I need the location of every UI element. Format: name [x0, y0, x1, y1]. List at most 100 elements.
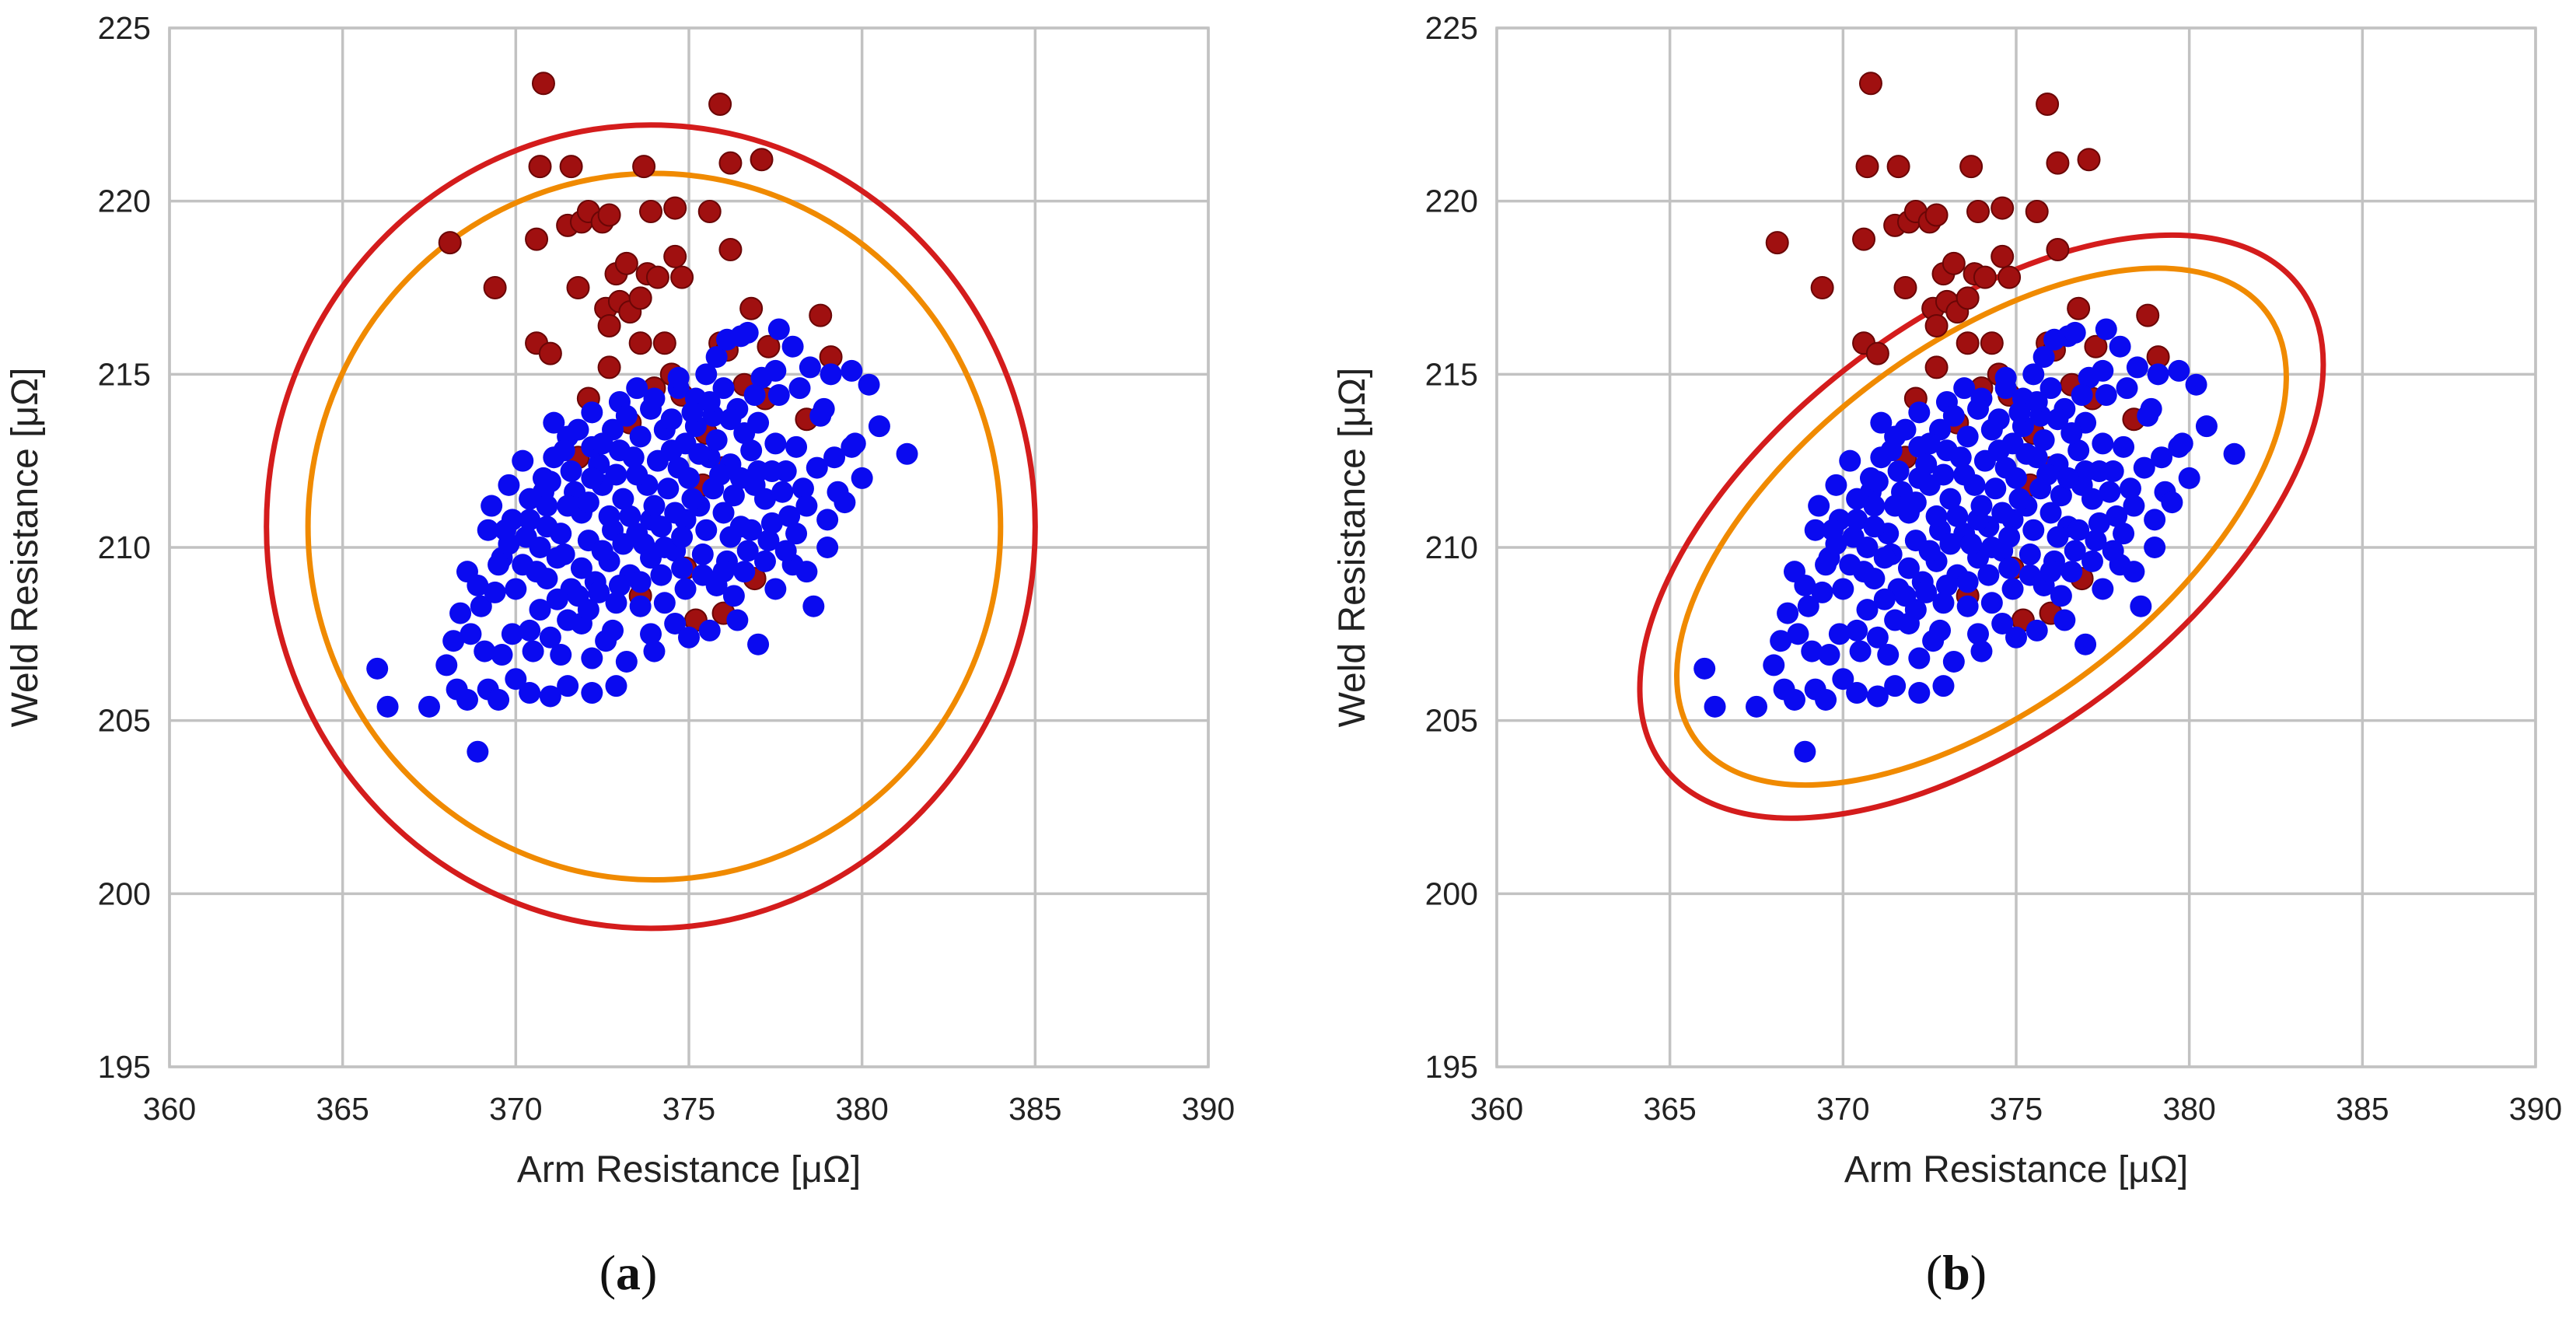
inlier-point: [2140, 397, 2162, 420]
y-tick-label: 205: [1425, 703, 1478, 739]
outlier-point: [2036, 92, 2060, 116]
outlier-point: [1942, 251, 1966, 275]
inlier-point: [1873, 547, 1896, 569]
inlier-point: [1998, 557, 2021, 579]
inlier-point: [688, 442, 711, 465]
inlier-point: [460, 623, 482, 645]
outlier-point: [1765, 231, 1789, 255]
x-tick-label: 360: [1470, 1091, 1523, 1127]
y-tick-label: 210: [1425, 530, 1478, 565]
inlier-point: [442, 630, 465, 652]
y-tick-label: 195: [98, 1049, 151, 1085]
outlier-point: [1980, 331, 2004, 355]
inlier-point: [581, 647, 603, 669]
inlier-point: [1994, 366, 2017, 389]
inlier-point: [1967, 623, 1990, 645]
inlier-point: [2113, 523, 2135, 545]
inlier-point: [653, 592, 676, 614]
x-tick-label: 385: [1008, 1091, 1061, 1127]
inlier-point: [1918, 540, 1941, 562]
inlier-point: [695, 519, 718, 541]
inlier-point: [2064, 540, 2086, 562]
inlier-point: [2060, 422, 2083, 445]
outlier-point: [639, 200, 663, 224]
x-tick-labels: 360 365 370 375 380 385 390: [1470, 1091, 2562, 1127]
inlier-point: [557, 609, 579, 631]
inlier-point: [470, 595, 492, 617]
inlier-point: [418, 695, 440, 718]
outlier-point: [708, 92, 732, 116]
inlier-point: [1932, 675, 1955, 697]
y-tick-label: 215: [98, 356, 151, 392]
inlier-point: [643, 495, 666, 517]
inlier-point: [691, 564, 714, 586]
outlier-point: [483, 276, 507, 299]
inlier-point: [2039, 561, 2062, 583]
inlier-point: [498, 474, 520, 496]
inlier-point: [767, 318, 790, 341]
inlier-point: [712, 561, 735, 583]
inlier-point: [488, 688, 510, 711]
outlier-point: [1852, 227, 1876, 251]
inlier-point: [1815, 688, 1837, 711]
inlier-point: [456, 688, 478, 711]
inlier-point: [774, 540, 797, 562]
inlier-point: [477, 519, 499, 541]
inlier-point: [795, 561, 818, 583]
inlier-point: [785, 435, 808, 458]
inlier-point: [598, 505, 620, 527]
inlier-point: [591, 432, 613, 455]
inlier-point: [1828, 623, 1851, 645]
inlier-point: [536, 495, 558, 517]
inlier-point: [719, 526, 742, 548]
outlier-point: [531, 72, 555, 96]
inlier-point: [605, 592, 627, 614]
outlier-point: [1991, 244, 2015, 268]
inlier-point: [2185, 373, 2207, 396]
outlier-point: [1991, 196, 2015, 220]
x-tick-label: 370: [489, 1091, 542, 1127]
inlier-point: [2057, 467, 2079, 489]
inlier-point: [2008, 488, 2031, 510]
y-tick-label: 220: [98, 184, 151, 219]
outlier-point: [1886, 155, 1910, 179]
inlier-point: [1908, 647, 1931, 669]
inlier-point: [1970, 495, 1993, 517]
inlier-point: [449, 602, 472, 624]
inlier-point: [698, 619, 721, 642]
outlier-point: [757, 334, 781, 358]
inlier-point: [2064, 321, 2086, 344]
inlier-point: [1991, 502, 2014, 524]
inlier-point: [2036, 463, 2059, 486]
inlier-point: [1894, 418, 1917, 441]
inlier-point: [2025, 619, 2048, 642]
inlier-point: [1794, 740, 1816, 763]
inlier-point: [816, 537, 839, 558]
inlier-point: [615, 650, 638, 673]
inlier-point: [2092, 359, 2114, 382]
inlier-point: [602, 619, 624, 642]
x-tick-label: 390: [2509, 1091, 2562, 1127]
inlier-point: [2095, 318, 2117, 341]
inlier-point: [1777, 602, 1799, 624]
inlier-point: [494, 519, 516, 541]
inlier-point: [567, 585, 589, 607]
inlier-point: [719, 408, 742, 431]
outlier-point: [2136, 303, 2160, 327]
x-tick-labels: 360 365 370 375 380 385 390: [143, 1091, 1235, 1127]
inlier-point: [633, 533, 655, 555]
inlier-point: [2032, 346, 2055, 369]
inlier-point: [2074, 633, 2097, 656]
inlier-point: [622, 446, 645, 469]
panel-label-b: (b): [1926, 1245, 1987, 1300]
inlier-point: [435, 654, 458, 676]
inlier-point: [1925, 505, 1948, 527]
inlier-point: [1866, 685, 1889, 708]
inlier-point: [1884, 495, 1907, 517]
inlier-point: [1832, 578, 1854, 600]
outlier-point: [525, 227, 549, 251]
inlier-point: [2223, 442, 2246, 465]
inlier-point: [626, 463, 648, 486]
inlier-point: [2171, 432, 2193, 455]
inlier-point: [629, 595, 652, 617]
